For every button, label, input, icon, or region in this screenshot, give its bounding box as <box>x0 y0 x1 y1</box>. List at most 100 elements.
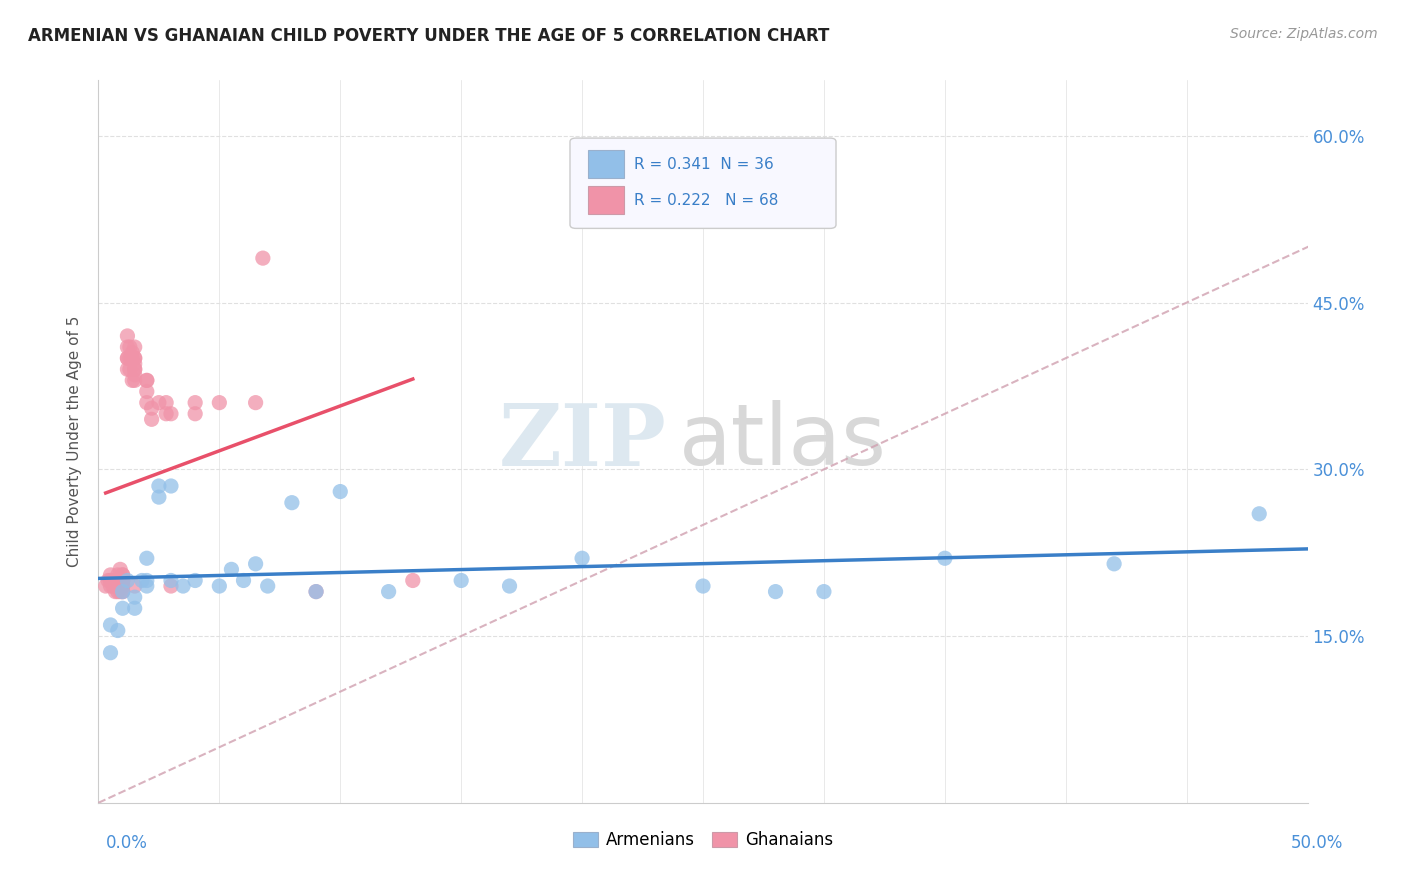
Point <box>124 373 146 387</box>
Text: R = 0.222   N = 68: R = 0.222 N = 68 <box>634 193 779 208</box>
Point <box>155 407 177 421</box>
Text: Source: ZipAtlas.com: Source: ZipAtlas.com <box>1230 27 1378 41</box>
Point <box>111 574 134 588</box>
Point <box>100 579 122 593</box>
Point <box>104 574 127 588</box>
Point <box>107 574 129 588</box>
Point <box>118 362 141 376</box>
Point <box>184 407 207 421</box>
Point <box>97 574 120 588</box>
Point <box>135 579 157 593</box>
Point <box>100 646 122 660</box>
Point <box>117 351 139 366</box>
Point <box>135 574 157 588</box>
Point <box>117 329 139 343</box>
Point <box>571 551 593 566</box>
Point <box>148 395 170 409</box>
Point <box>117 340 139 354</box>
Point <box>813 584 835 599</box>
Point <box>111 574 134 588</box>
Point <box>111 584 134 599</box>
Point <box>118 351 141 366</box>
Point <box>160 574 183 588</box>
Point <box>124 601 146 615</box>
Point <box>135 373 157 387</box>
Point <box>160 579 183 593</box>
Point <box>498 579 520 593</box>
Point <box>124 351 146 366</box>
Point <box>121 345 143 359</box>
Text: 0.0%: 0.0% <box>105 834 148 852</box>
Point <box>135 395 157 409</box>
Point <box>100 618 122 632</box>
Point <box>208 579 231 593</box>
Point <box>141 412 163 426</box>
Point <box>305 584 328 599</box>
Point <box>184 574 207 588</box>
Point <box>101 574 124 588</box>
Point <box>111 568 134 582</box>
Point <box>117 574 139 588</box>
Point <box>111 584 134 599</box>
Point <box>124 351 146 366</box>
Point <box>100 568 122 582</box>
Point <box>124 357 146 371</box>
Point <box>111 568 134 582</box>
Point <box>1249 507 1271 521</box>
Point <box>111 601 134 615</box>
Text: 50.0%: 50.0% <box>1291 834 1343 852</box>
Point <box>108 579 131 593</box>
FancyBboxPatch shape <box>569 138 837 228</box>
Point <box>256 579 278 593</box>
Point <box>160 407 183 421</box>
Point <box>124 368 146 382</box>
Point <box>108 584 131 599</box>
Point <box>124 362 146 376</box>
Point <box>934 551 956 566</box>
Point <box>221 562 243 576</box>
Point <box>148 479 170 493</box>
Point <box>124 340 146 354</box>
Point <box>450 574 472 588</box>
Text: R = 0.341  N = 36: R = 0.341 N = 36 <box>634 157 773 171</box>
Point <box>245 395 267 409</box>
Point <box>94 579 117 593</box>
Point <box>305 584 328 599</box>
Point <box>160 479 183 493</box>
Point <box>100 574 122 588</box>
Point <box>107 624 129 638</box>
Point <box>208 395 231 409</box>
Point <box>124 579 146 593</box>
Point <box>329 484 352 499</box>
Point <box>402 574 425 588</box>
Point <box>124 362 146 376</box>
Point <box>104 574 127 588</box>
Point <box>281 496 304 510</box>
Point <box>117 362 139 376</box>
Point <box>111 574 134 588</box>
Point <box>184 395 207 409</box>
Point <box>155 395 177 409</box>
Point <box>172 579 194 593</box>
Point <box>107 568 129 582</box>
Point <box>141 401 163 416</box>
Point <box>121 351 143 366</box>
Point <box>111 584 134 599</box>
Point <box>117 351 139 366</box>
Text: atlas: atlas <box>679 400 887 483</box>
Point <box>765 584 787 599</box>
Point <box>1102 557 1125 571</box>
Point <box>108 574 131 588</box>
Point <box>104 584 127 599</box>
Point <box>135 551 157 566</box>
Point <box>135 373 157 387</box>
Point <box>111 579 134 593</box>
Bar <box>588 186 624 214</box>
Point <box>107 579 129 593</box>
Point <box>135 384 157 399</box>
Point <box>245 557 267 571</box>
Legend: Armenians, Ghanaians: Armenians, Ghanaians <box>567 824 839 856</box>
Point <box>121 373 143 387</box>
Point <box>101 579 124 593</box>
Text: ARMENIAN VS GHANAIAN CHILD POVERTY UNDER THE AGE OF 5 CORRELATION CHART: ARMENIAN VS GHANAIAN CHILD POVERTY UNDER… <box>28 27 830 45</box>
